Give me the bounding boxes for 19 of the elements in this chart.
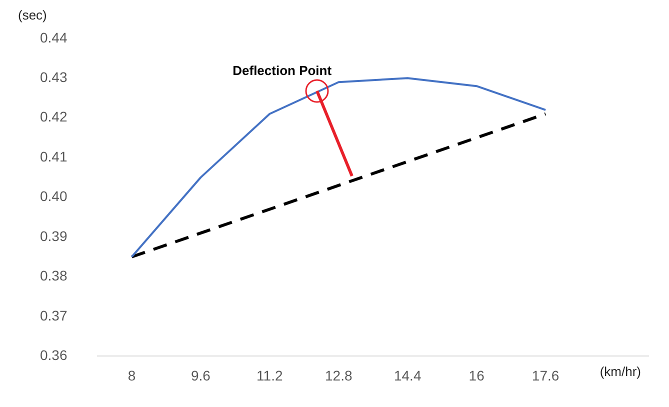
y-tick-label: 0.43 bbox=[40, 68, 68, 85]
x-tick-label: 14.4 bbox=[394, 367, 422, 384]
x-tick-label: 11.2 bbox=[256, 367, 283, 384]
y-tick-label: 0.42 bbox=[40, 108, 68, 125]
x-tick-label: 8 bbox=[128, 367, 136, 384]
annotation: Deflection Point bbox=[232, 62, 332, 78]
y-tick-label: 0.38 bbox=[40, 268, 68, 284]
y-tick-label: 0.36 bbox=[40, 347, 68, 364]
y-tick-label: 0.39 bbox=[40, 228, 68, 244]
x-tick-label: 16 bbox=[468, 367, 485, 384]
x-tick-label: 17.6 bbox=[532, 367, 560, 384]
y-axis-title: (sec) bbox=[18, 8, 47, 23]
x-tick-label: 12.8 bbox=[325, 367, 352, 384]
y-tick-label: 0.44 bbox=[40, 29, 68, 46]
y-tick-label: 0.37 bbox=[40, 307, 68, 324]
x-axis-title: (km/hr) bbox=[600, 364, 641, 379]
y-tick-label: 0.40 bbox=[40, 188, 68, 204]
y-tick-label: 0.41 bbox=[40, 148, 68, 164]
x-tick-label: 9.6 bbox=[190, 367, 211, 384]
